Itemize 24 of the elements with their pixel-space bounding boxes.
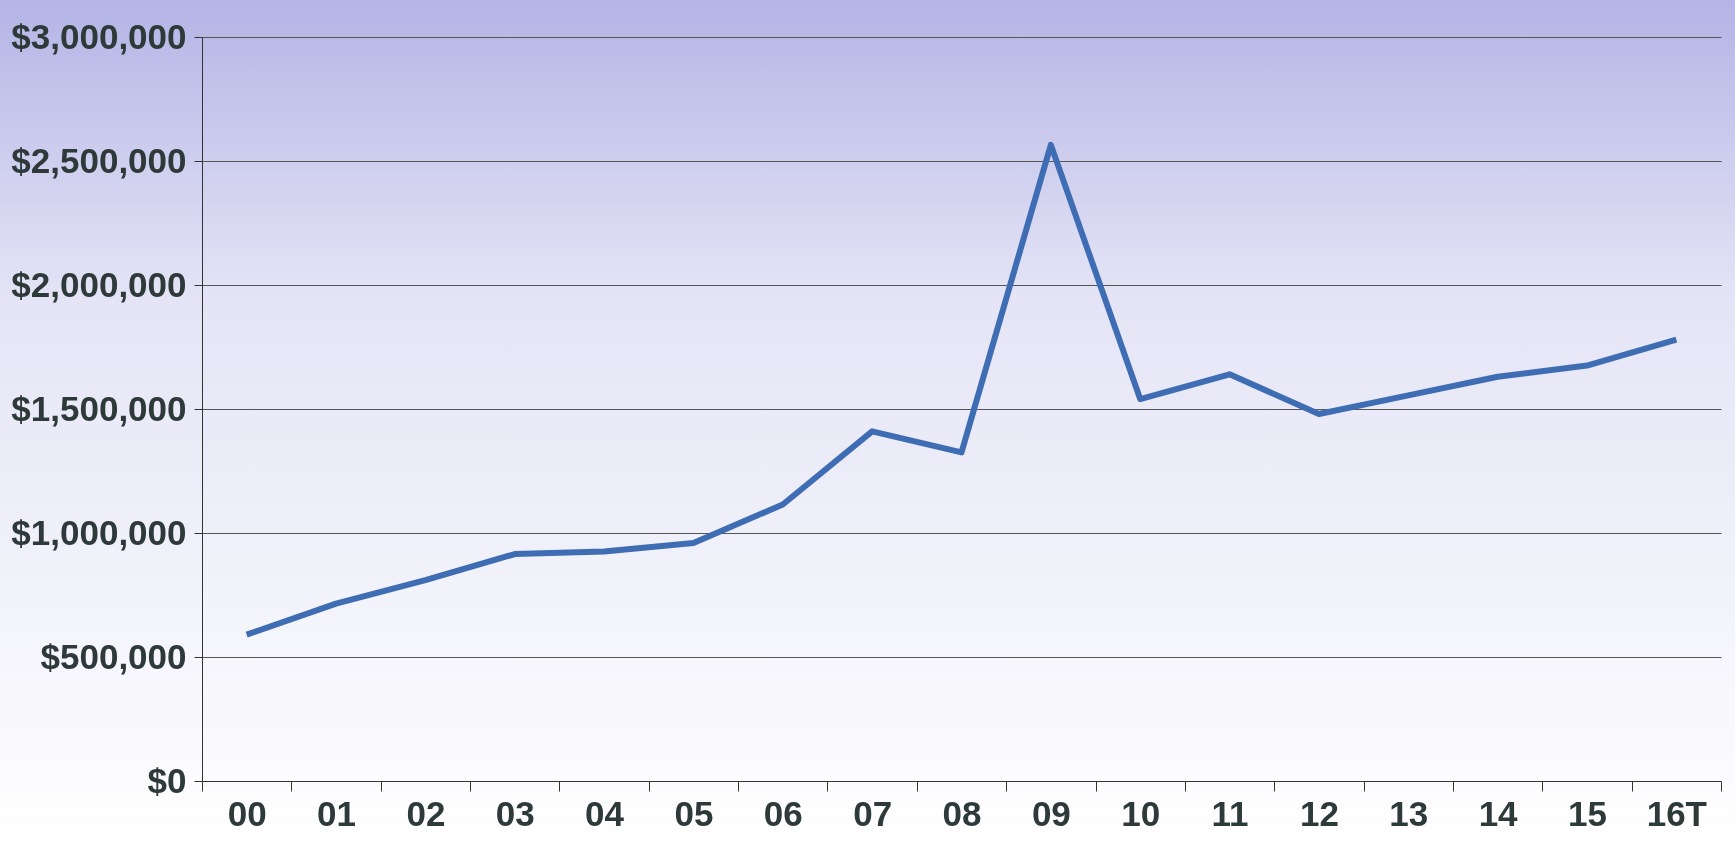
x-tick-label: 15 bbox=[1568, 793, 1607, 833]
y-tick-label: $2,000,000 bbox=[11, 264, 187, 304]
y-tick-label: $500,000 bbox=[40, 636, 187, 676]
x-tick-label: 02 bbox=[406, 793, 446, 833]
y-tick-label: $1,000,000 bbox=[11, 512, 187, 552]
x-tick-label: 03 bbox=[495, 793, 535, 833]
y-tick-label: $1,500,000 bbox=[11, 388, 187, 428]
x-tick-label: 08 bbox=[942, 793, 982, 833]
x-tick-label: 11 bbox=[1211, 793, 1249, 833]
x-tick-label: 14 bbox=[1478, 793, 1519, 833]
y-tick-label: $0 bbox=[147, 760, 187, 800]
x-tick-label: 04 bbox=[585, 793, 625, 833]
x-tick-label: 01 bbox=[317, 793, 356, 833]
x-tick-label: 06 bbox=[763, 793, 803, 833]
x-tick-label: 12 bbox=[1299, 793, 1339, 833]
x-tick-label: 13 bbox=[1389, 793, 1429, 833]
x-tick-label: 07 bbox=[853, 793, 893, 833]
x-tick-label: 10 bbox=[1121, 793, 1161, 833]
y-tick-label: $3,000,000 bbox=[11, 16, 187, 56]
x-tick-label: 00 bbox=[227, 793, 267, 833]
x-tick-label: 05 bbox=[674, 793, 714, 833]
x-tick-label: 16T bbox=[1646, 793, 1707, 833]
x-tick-label: 09 bbox=[1031, 793, 1071, 833]
y-tick-label: $2,500,000 bbox=[11, 140, 187, 180]
